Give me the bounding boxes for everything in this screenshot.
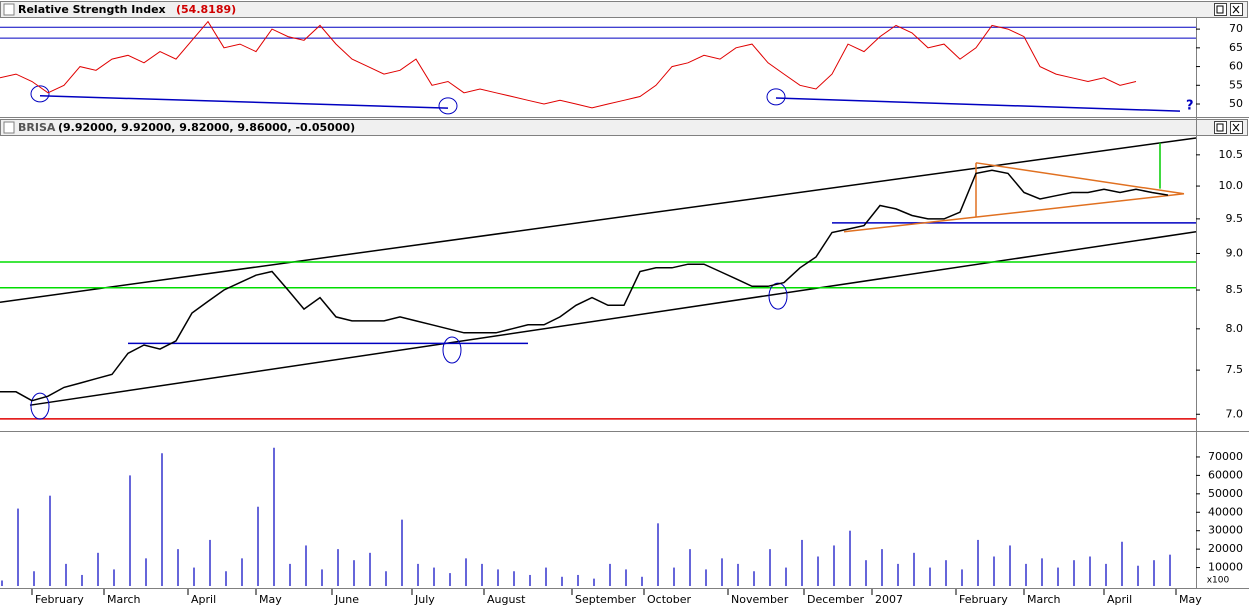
y-tick-label: 60000 — [1208, 468, 1243, 481]
x-tick-label: April — [191, 593, 216, 606]
y-tick-label: 9.5 — [1226, 212, 1244, 225]
y-tick-label: 9.0 — [1226, 246, 1244, 259]
y-tick-label: 30000 — [1208, 524, 1243, 537]
window-icon — [3, 3, 15, 16]
trend-line — [843, 193, 1185, 233]
x-tick-label: 2007 — [875, 593, 903, 606]
y-tick-label: 10.5 — [1219, 148, 1244, 161]
y-tick-label: 7.5 — [1226, 363, 1244, 376]
x-tick-label: March — [1027, 593, 1061, 606]
maximize-button[interactable] — [1214, 3, 1227, 16]
x-tick-label: February — [959, 593, 1008, 606]
rsi-value: (54.8189) — [176, 3, 236, 16]
x-tick-label: November — [731, 593, 789, 606]
y-unit-label: x100 — [1207, 576, 1230, 586]
price-title: BRISA — [18, 121, 56, 134]
circle-marker — [768, 282, 788, 310]
y-tick-label: 40000 — [1208, 505, 1243, 518]
trend-line — [29, 231, 1197, 406]
trend-line — [975, 162, 1185, 195]
trend-line — [775, 97, 1181, 112]
y-tick-label: 70 — [1229, 22, 1243, 35]
x-tick-label: September — [575, 593, 636, 606]
series-line — [0, 20, 1137, 109]
y-tick-label: 65 — [1229, 41, 1243, 54]
window-buttons[interactable] — [1214, 3, 1243, 134]
maximize-button[interactable] — [1214, 121, 1227, 134]
panel-header — [0, 119, 1248, 136]
circle-marker — [438, 97, 458, 115]
x-tick-label: July — [414, 593, 435, 606]
y-tick-label: 50 — [1229, 97, 1243, 110]
x-tick-label: October — [647, 593, 691, 606]
button-glyphs — [1216, 5, 1240, 132]
circle-marker — [766, 88, 786, 106]
trend-line — [39, 95, 449, 109]
x-tick-label: May — [1179, 593, 1202, 606]
y-tick-label: 20000 — [1208, 542, 1243, 555]
x-tick-label: May — [259, 593, 282, 606]
y-tick-label: 10.0 — [1219, 179, 1244, 192]
annotation: ? — [1186, 99, 1194, 114]
circle-marker — [30, 85, 50, 103]
circle-marker — [442, 336, 462, 364]
series-line — [0, 169, 1169, 402]
rsi-title: Relative Strength Index — [18, 3, 166, 16]
y-tick-label: 10000 — [1208, 561, 1243, 574]
x-tick-label: June — [334, 593, 359, 606]
x-tick-label: March — [107, 593, 141, 606]
x-tick-label: February — [35, 593, 84, 606]
y-tick-label: 60 — [1229, 60, 1243, 73]
y-tick-label: 7.0 — [1226, 407, 1244, 420]
price-values: (9.92000, 9.92000, 9.82000, 9.86000, -0.… — [58, 121, 355, 134]
x-tick-label: December — [807, 593, 865, 606]
window-icon — [3, 121, 15, 134]
y-tick-label: 70000 — [1208, 450, 1243, 463]
panel-header — [0, 1, 1248, 18]
y-tick-label: 8.0 — [1226, 322, 1244, 335]
circle-marker — [30, 392, 50, 420]
y-tick-label: 55 — [1229, 78, 1243, 91]
x-tick-label: August — [487, 593, 526, 606]
y-tick-label: 50000 — [1208, 487, 1243, 500]
y-tick-label: 8.5 — [1226, 283, 1244, 296]
x-tick-label: April — [1107, 593, 1132, 606]
